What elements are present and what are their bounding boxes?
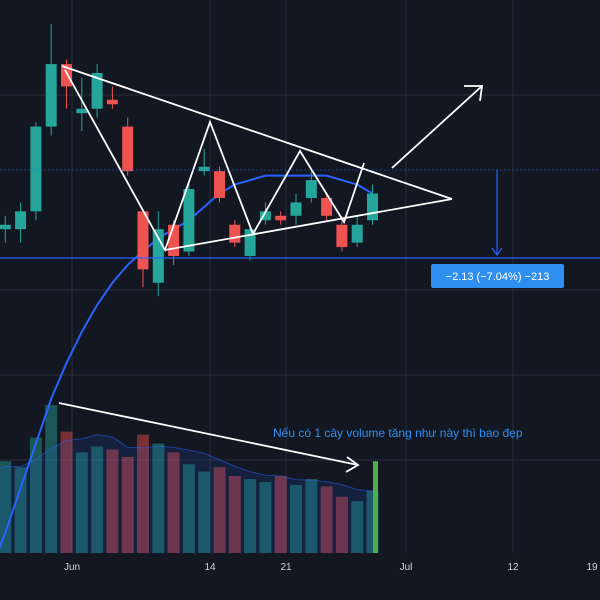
candle-body — [244, 229, 256, 256]
volume-bar — [290, 484, 302, 553]
candle-body — [106, 99, 118, 105]
candle-body — [305, 180, 317, 198]
volume-bar — [152, 443, 165, 553]
volume-bar — [351, 501, 364, 553]
measure-badge-text: −2.13 (−7.04%) −213 — [446, 271, 550, 283]
x-tick-label: Jul — [400, 562, 413, 573]
measure-tool: −2.13 (−7.04%) −213 — [0, 169, 600, 288]
candle — [290, 193, 302, 225]
candle — [0, 215, 11, 243]
volume-bar — [137, 434, 149, 553]
candle-body — [198, 166, 210, 172]
candle — [198, 148, 210, 176]
candle — [152, 211, 164, 297]
volume-bar — [14, 467, 27, 553]
candle — [76, 77, 88, 132]
candle — [367, 184, 378, 225]
candle-body — [351, 224, 363, 243]
x-tick-label: 12 — [507, 562, 519, 573]
candle — [30, 122, 42, 221]
volume-ma-line — [0, 434, 373, 492]
candle-body — [15, 211, 27, 230]
volume-bar — [121, 456, 134, 553]
triangle-pattern-drawing — [58, 65, 484, 473]
candle — [244, 224, 256, 261]
candle-body — [214, 171, 225, 198]
candle-body — [321, 197, 333, 216]
candle-body — [0, 224, 11, 230]
volume-bar — [320, 486, 333, 553]
candle-body — [76, 108, 88, 114]
candle — [122, 117, 134, 176]
candle — [15, 202, 27, 243]
candle-body — [183, 189, 195, 252]
candles-layer — [0, 23, 378, 297]
triangle-lower-line — [164, 198, 453, 251]
volume-bar — [91, 446, 104, 553]
volume-note-text: Nếu có 1 cây volume tăng như này thì bao… — [273, 426, 523, 440]
candle-body — [30, 126, 42, 212]
breakout-arrow-line — [391, 85, 483, 169]
volume-bar — [75, 452, 88, 553]
candle — [214, 166, 225, 203]
volume-bar — [45, 405, 58, 553]
candle-body — [168, 224, 180, 256]
candle — [91, 64, 103, 118]
x-axis: Jun 14 21 Jul 12 19 — [64, 562, 598, 573]
volume-bar — [198, 471, 211, 553]
measure-arrowhead — [491, 247, 503, 257]
candle-body — [137, 211, 149, 270]
candle-body — [91, 73, 103, 109]
candle — [229, 220, 241, 248]
candle-body — [122, 126, 134, 172]
volume-ma-area — [0, 434, 373, 553]
volume-bar — [213, 467, 226, 553]
zigzag-wave-line — [64, 69, 365, 253]
volume-bar — [106, 449, 119, 553]
candle — [106, 86, 118, 109]
volume-bar — [167, 452, 180, 553]
volume-bar — [182, 464, 195, 553]
candle — [305, 171, 317, 203]
volume-bar — [305, 479, 318, 553]
candle — [137, 211, 149, 288]
candle — [275, 211, 287, 225]
candle-body — [367, 193, 378, 221]
x-tick-label: 19 — [586, 562, 598, 573]
measure-badge — [431, 264, 564, 288]
volume-bar — [29, 437, 42, 553]
candle — [45, 23, 57, 136]
volume-bar — [0, 461, 12, 553]
volume-bar — [60, 431, 73, 553]
volume-layer — [0, 405, 379, 553]
volume-bar — [274, 476, 287, 553]
candle-body — [61, 64, 72, 87]
volume-bar — [244, 479, 257, 553]
candle — [351, 215, 363, 248]
candle-body — [152, 229, 164, 283]
x-tick-label: Jun — [64, 562, 80, 573]
candle — [321, 193, 333, 221]
candle-body — [336, 224, 348, 248]
grid-lines — [0, 0, 600, 553]
breakout-arrowhead — [464, 85, 484, 102]
volume-bar — [228, 476, 241, 553]
x-tick-label: 14 — [204, 562, 216, 573]
volume-bar — [335, 496, 348, 553]
volume-bar — [259, 481, 272, 553]
volume-trend-arrowhead — [345, 456, 360, 473]
volume-trend-arrow-line — [58, 402, 359, 466]
candle — [336, 215, 348, 252]
candle-body — [45, 64, 57, 127]
candle-body — [259, 211, 271, 221]
candle-body — [275, 215, 287, 221]
x-tick-label: 21 — [280, 562, 292, 573]
candle-body — [290, 202, 302, 216]
candle-body — [229, 224, 241, 243]
highlight-volume-bar — [373, 461, 378, 553]
candle — [183, 180, 195, 256]
triangle-upper-line — [61, 65, 453, 200]
